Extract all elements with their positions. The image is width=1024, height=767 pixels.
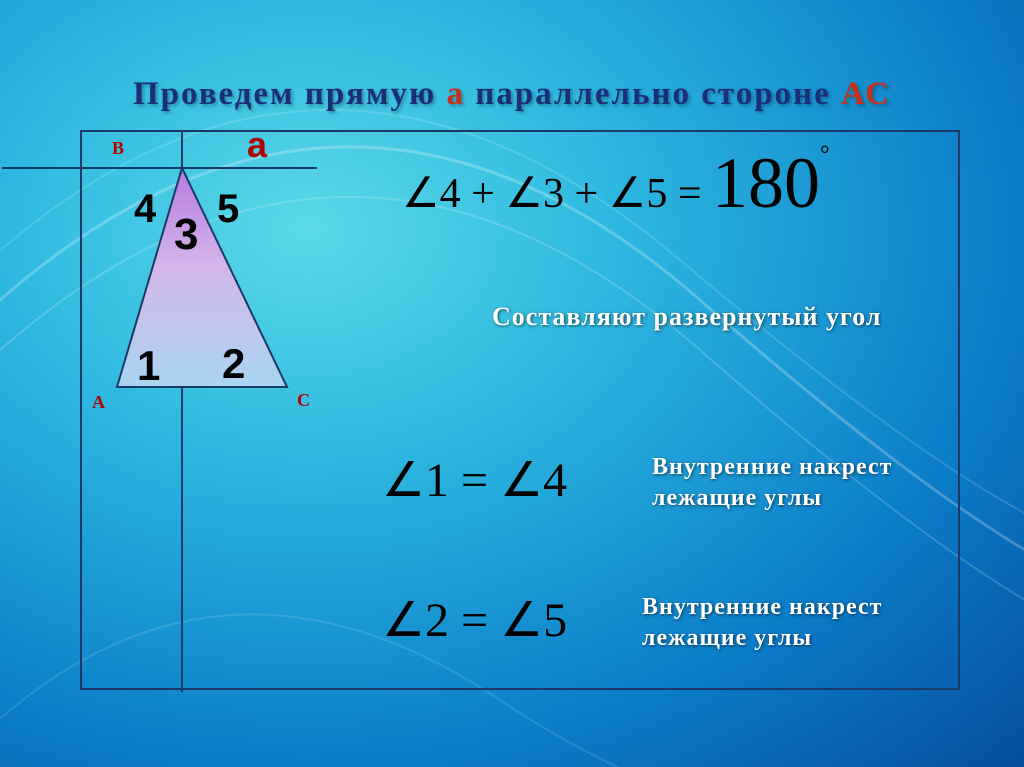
angle-4-label: 4 [134,187,156,232]
angle-3-label: 3 [174,210,198,260]
equation-main-degree: ° [820,142,830,168]
equation-2: ∠1 = ∠4 [382,452,567,508]
vertex-C: С [297,390,310,411]
caption-straight-angle: Составляют развернутый угол [492,302,881,332]
caption-2-line1: Внутренние накрест [652,452,892,483]
equation-main-rhs: 180 [712,143,820,223]
title-seg4: АС [841,76,891,112]
equation-3: ∠2 = ∠5 [382,592,567,648]
equation-2-text: ∠1 = ∠4 [382,454,567,507]
caption-3-line2: лежащие углы [642,623,882,654]
title-seg1: Проведем прямую [133,76,446,112]
equation-main: ∠4 + ∠3 + ∠5 = 180° [402,142,830,225]
equation-main-lhs: ∠4 + ∠3 + ∠5 = [402,171,702,217]
caption-3-line1: Внутренние накрест [642,592,882,623]
title-seg3: параллельно стороне [475,76,841,112]
vertex-B: В [112,138,124,159]
angle-1-label: 1 [137,342,160,390]
slide-title: Проведем прямую а параллельно стороне АС [0,76,1024,113]
triangle-diagram: В А С а 4 5 3 1 2 [82,132,382,432]
angle-2-label: 2 [222,340,245,388]
angle-5-label: 5 [217,187,239,232]
equation-3-text: ∠2 = ∠5 [382,594,567,647]
caption-2-line2: лежащие углы [652,483,892,514]
line-a-label: а [247,124,267,166]
caption-alt-angles-2: Внутренние накрест лежащие углы [642,592,882,654]
content-box: В А С а 4 5 3 1 2 ∠4 + ∠3 + ∠5 = 180° Со… [80,130,960,690]
caption-alt-angles-1: Внутренние накрест лежащие углы [652,452,892,514]
vertex-A: А [92,392,105,413]
title-seg2: а [446,76,475,112]
